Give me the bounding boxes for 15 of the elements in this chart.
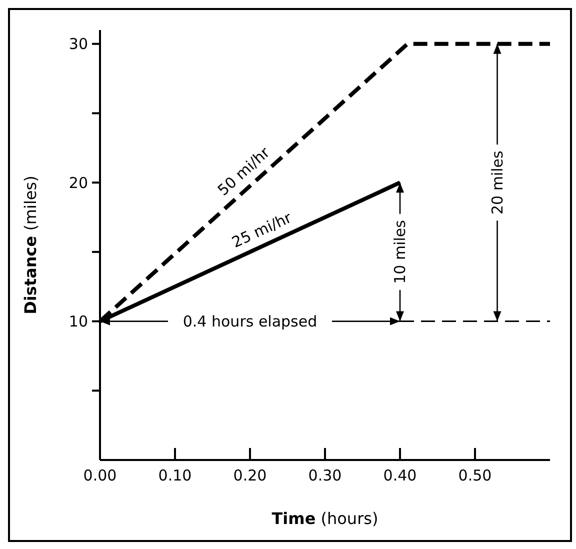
x-tick-label: 0.50 — [458, 466, 492, 485]
x-tick-label: 0.40 — [383, 466, 417, 485]
y-tick-label: 10 — [68, 312, 88, 331]
x-tick-label: 0.10 — [158, 466, 192, 485]
x-axis-title: Time (hours) — [272, 509, 378, 528]
x-tick-label: 0.30 — [308, 466, 342, 485]
annotation: 20 miles — [488, 150, 506, 215]
y-tick-label: 30 — [68, 35, 88, 54]
x-tick-label: 0.20 — [233, 466, 267, 485]
y-axis-title: Distance (miles) — [21, 176, 40, 314]
annotation: 25 mi/hr — [229, 208, 295, 252]
annotation: 10 miles — [391, 220, 409, 284]
annotation: 0.4 hours elapsed — [182, 312, 318, 330]
x-tick-label: 0.00 — [83, 466, 117, 485]
y-tick-label: 20 — [68, 174, 88, 192]
